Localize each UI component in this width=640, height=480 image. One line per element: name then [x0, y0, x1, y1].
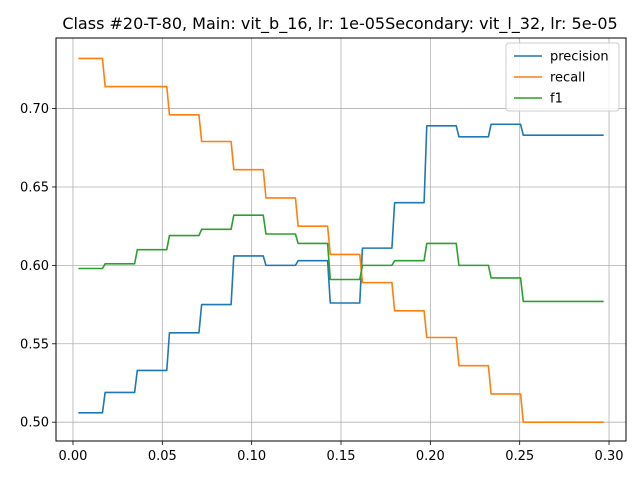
x-tick-label: 0.30 — [595, 449, 624, 464]
x-tick-label: 0.15 — [327, 449, 356, 464]
legend-label-recall: recall — [550, 71, 585, 86]
series-line-f1 — [78, 214, 604, 303]
y-tick-label: 0.55 — [20, 337, 49, 352]
y-tick-label: 0.60 — [20, 259, 49, 274]
x-tick-label: 0.00 — [58, 449, 87, 464]
grid — [56, 38, 626, 441]
y-axis: 0.50 0.55 0.60 0.65 0.70 — [20, 102, 56, 431]
x-tick-label: 0.20 — [416, 449, 445, 464]
legend-box — [505, 42, 620, 112]
legend: precision recall f1 — [505, 42, 620, 112]
x-tick-label: 0.25 — [505, 449, 534, 464]
series-line-precision — [78, 123, 604, 414]
legend-label-precision: precision — [550, 50, 609, 65]
series-lines — [78, 57, 604, 423]
series-line-recall — [78, 57, 604, 423]
chart-title: Class #20-T-80, Main: vit_b_16, lr: 1e-0… — [62, 14, 617, 34]
y-tick-label: 0.65 — [20, 180, 49, 195]
x-tick-label: 0.05 — [148, 449, 177, 464]
legend-label-f1: f1 — [550, 92, 563, 107]
y-tick-label: 0.50 — [20, 416, 49, 431]
x-axis: 0.00 0.05 0.10 0.15 0.20 0.25 0.30 — [58, 441, 624, 464]
x-tick-label: 0.10 — [237, 449, 266, 464]
y-tick-label: 0.70 — [20, 102, 49, 117]
